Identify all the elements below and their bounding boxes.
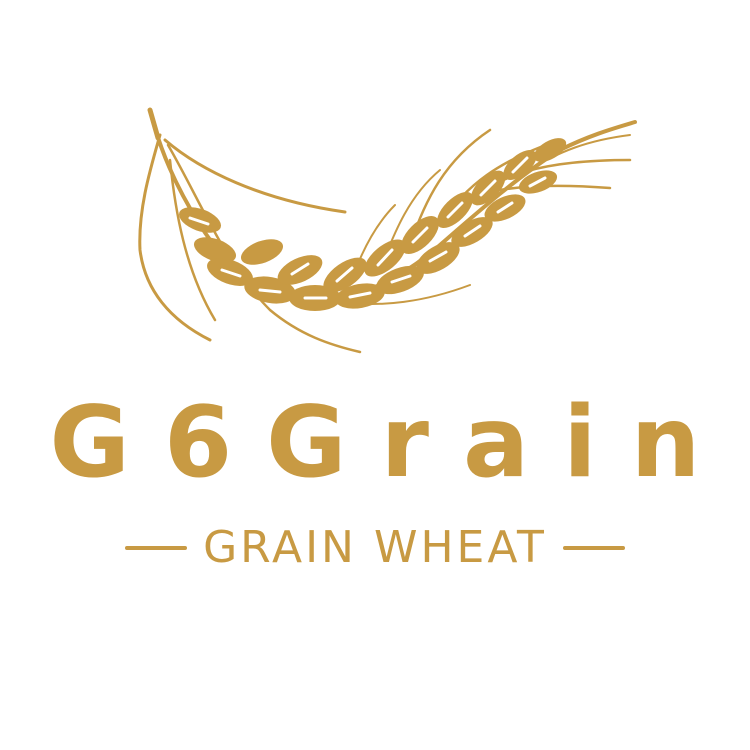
tagline-rule-right: [562, 546, 625, 550]
wheat-ear-icon: [138, 107, 637, 354]
tagline-row: GRAIN WHEAT: [0, 520, 750, 576]
brand-name: G6Grain: [49, 386, 735, 500]
tagline-rule-left: [125, 546, 188, 550]
tagline: GRAIN WHEAT: [203, 522, 547, 573]
